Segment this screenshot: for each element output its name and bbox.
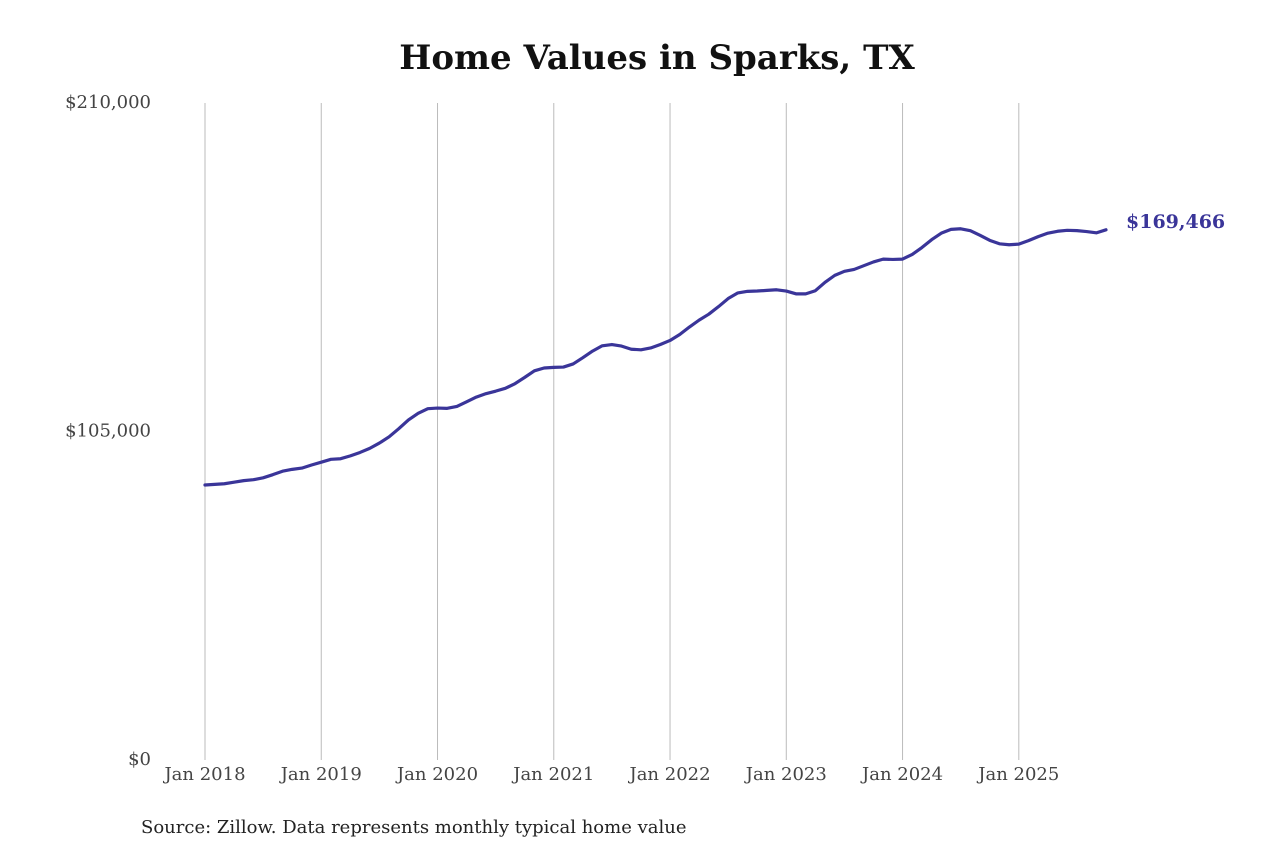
x-tick-label: Jan 2025 bbox=[976, 764, 1059, 785]
x-tick-label: Jan 2023 bbox=[744, 764, 827, 785]
source-note: Source: Zillow. Data represents monthly … bbox=[141, 817, 687, 838]
x-tick-label: Jan 2018 bbox=[162, 764, 245, 785]
x-tick-label: Jan 2022 bbox=[627, 764, 710, 785]
x-tick-label: Jan 2019 bbox=[279, 764, 362, 785]
x-tick-label: Jan 2021 bbox=[511, 764, 594, 785]
y-tick-label: $210,000 bbox=[65, 92, 151, 113]
value-label: $169,466 bbox=[1126, 211, 1225, 233]
y-tick-label: $0 bbox=[128, 749, 151, 770]
chart-title: Home Values in Sparks, TX bbox=[399, 38, 915, 78]
y-tick-label: $105,000 bbox=[65, 421, 151, 442]
x-tick-label: Jan 2024 bbox=[860, 764, 943, 785]
data-line bbox=[203, 227, 1108, 487]
x-tick-label: Jan 2020 bbox=[395, 764, 478, 785]
